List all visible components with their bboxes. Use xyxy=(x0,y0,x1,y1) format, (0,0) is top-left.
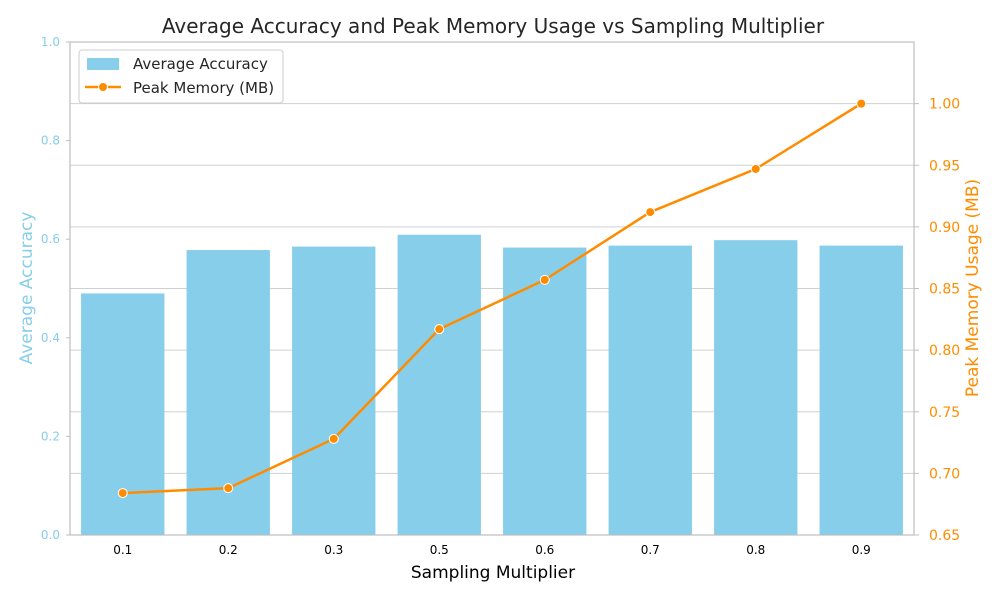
accuracy-bar xyxy=(292,246,376,535)
accuracy-bars xyxy=(81,234,903,535)
y-left-tick-label: 0.6 xyxy=(41,232,60,246)
y-left-tick-label: 0.4 xyxy=(41,331,60,345)
x-tick-label: 0.1 xyxy=(113,543,132,557)
x-tick-label: 0.5 xyxy=(430,543,449,557)
legend: Average Accuracy Peak Memory (MB) xyxy=(78,49,284,104)
memory-point xyxy=(434,324,445,335)
chart-title: Average Accuracy and Peak Memory Usage v… xyxy=(162,14,825,38)
accuracy-bar xyxy=(819,245,903,535)
x-tick-label: 0.3 xyxy=(324,543,343,557)
legend-frame xyxy=(78,49,284,104)
memory-point xyxy=(117,488,128,499)
x-tick-label: 0.2 xyxy=(219,543,238,557)
memory-point xyxy=(750,163,761,174)
x-tick-label: 0.9 xyxy=(852,543,871,557)
memory-line xyxy=(117,98,867,499)
y-left-tick-label: 1.0 xyxy=(41,35,60,49)
memory-point xyxy=(539,274,550,285)
memory-point xyxy=(328,433,339,444)
y-left-tick-label: 0.2 xyxy=(41,429,60,443)
y-right-tick-label: 0.85 xyxy=(929,282,960,298)
y-right-tick-label: 0.90 xyxy=(929,220,960,236)
legend-label-accuracy: Average Accuracy xyxy=(133,55,268,73)
y-axis-right-label: Peak Memory Usage (MB) xyxy=(963,179,983,397)
y-axis-left-label: Average Accuracy xyxy=(17,212,37,365)
accuracy-bar xyxy=(714,240,798,535)
memory-point xyxy=(223,483,234,494)
legend-label-memory: Peak Memory (MB) xyxy=(133,79,274,97)
x-axis-label: Sampling Multiplier xyxy=(411,563,575,583)
y-left-tick-label: 0.8 xyxy=(41,134,60,148)
y-right-tick-label: 0.65 xyxy=(929,528,960,544)
y-right-tick-label: 0.80 xyxy=(929,343,960,359)
legend-swatch-accuracy xyxy=(87,58,119,70)
memory-line-path xyxy=(122,102,862,495)
accuracy-bar xyxy=(81,293,165,535)
y-right-tick-label: 1.00 xyxy=(929,97,960,113)
x-tick-label: 0.6 xyxy=(535,543,554,557)
y-left-tick-label: 0.0 xyxy=(41,528,60,542)
legend-swatch-memory-marker xyxy=(98,82,108,92)
ticks: 0.0 0.2 0.4 0.6 0.8 1.0 0.65 0.70 0.75 0.80 0.85 0.… xyxy=(41,35,960,557)
y-right-tick-label: 0.70 xyxy=(929,466,960,482)
accuracy-bar xyxy=(608,245,692,535)
y-right-tick-label: 0.95 xyxy=(929,158,960,174)
x-tick-label: 0.7 xyxy=(641,543,660,557)
y-right-tick-label: 0.75 xyxy=(929,405,960,421)
accuracy-bar xyxy=(503,247,587,535)
memory-point xyxy=(645,207,656,218)
accuracy-bar xyxy=(397,234,481,535)
x-tick-label: 0.8 xyxy=(746,543,765,557)
memory-point xyxy=(856,98,867,109)
